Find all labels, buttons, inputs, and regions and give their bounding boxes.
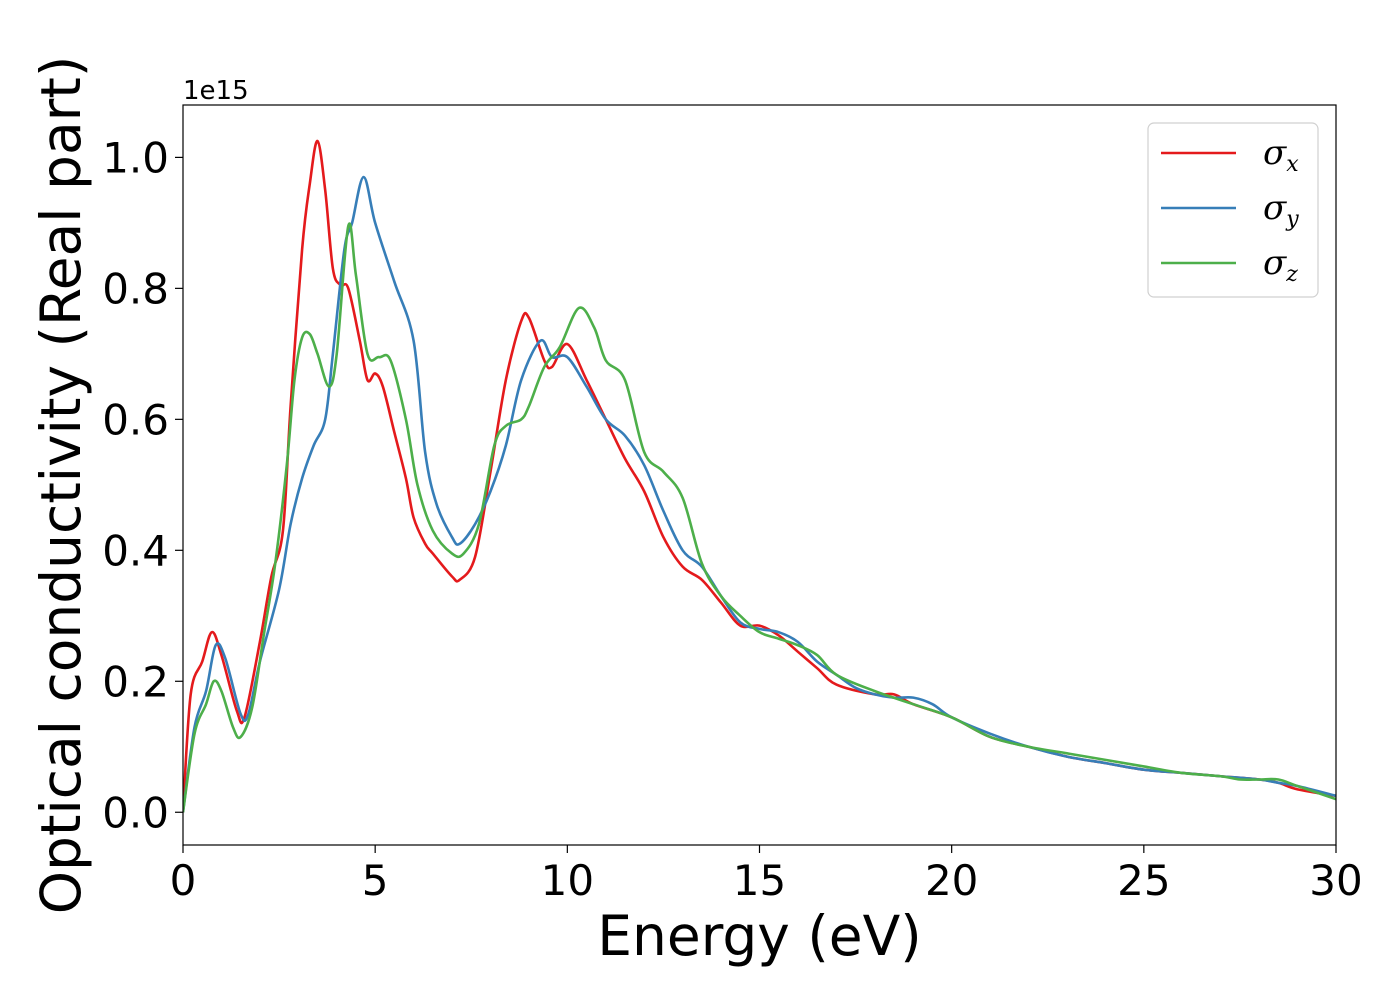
y-tick-label: 1.0 [102, 133, 169, 182]
ticks-layer: 0 5 10 15 20 25 30 0.0 0.2 0.4 0.6 0.8 1.0 [102, 133, 1363, 905]
x-tick-label: 15 [733, 856, 786, 905]
x-axis-title: Energy (eV) [597, 904, 921, 968]
y-tick-label: 0.8 [102, 264, 169, 313]
series-layer [183, 139, 1336, 813]
y-offset-label: 1e15 [183, 76, 249, 106]
x-tick-label: 5 [362, 856, 389, 905]
x-tick-label: 25 [1117, 856, 1170, 905]
legend-label-z: σz [1263, 243, 1298, 287]
legend-box [1147, 122, 1319, 298]
legend: σx σy σz [1147, 122, 1319, 298]
y-tick-label: 0.0 [102, 788, 169, 837]
x-tick-label: 0 [170, 856, 197, 905]
x-tick-label: 30 [1309, 856, 1362, 905]
legend-label-y: σy [1263, 188, 1299, 232]
x-tick-label: 10 [541, 856, 594, 905]
legend-label-x: σx [1263, 133, 1299, 177]
y-tick-label: 0.6 [102, 395, 169, 444]
y-tick-label: 0.4 [102, 526, 169, 575]
y-axis-title: Optical conductivity (Real part) [29, 56, 93, 915]
series-line-z [183, 222, 1336, 813]
y-tick-label: 0.2 [102, 657, 169, 706]
x-tick-label: 20 [925, 856, 978, 905]
series-line-y [183, 175, 1336, 813]
